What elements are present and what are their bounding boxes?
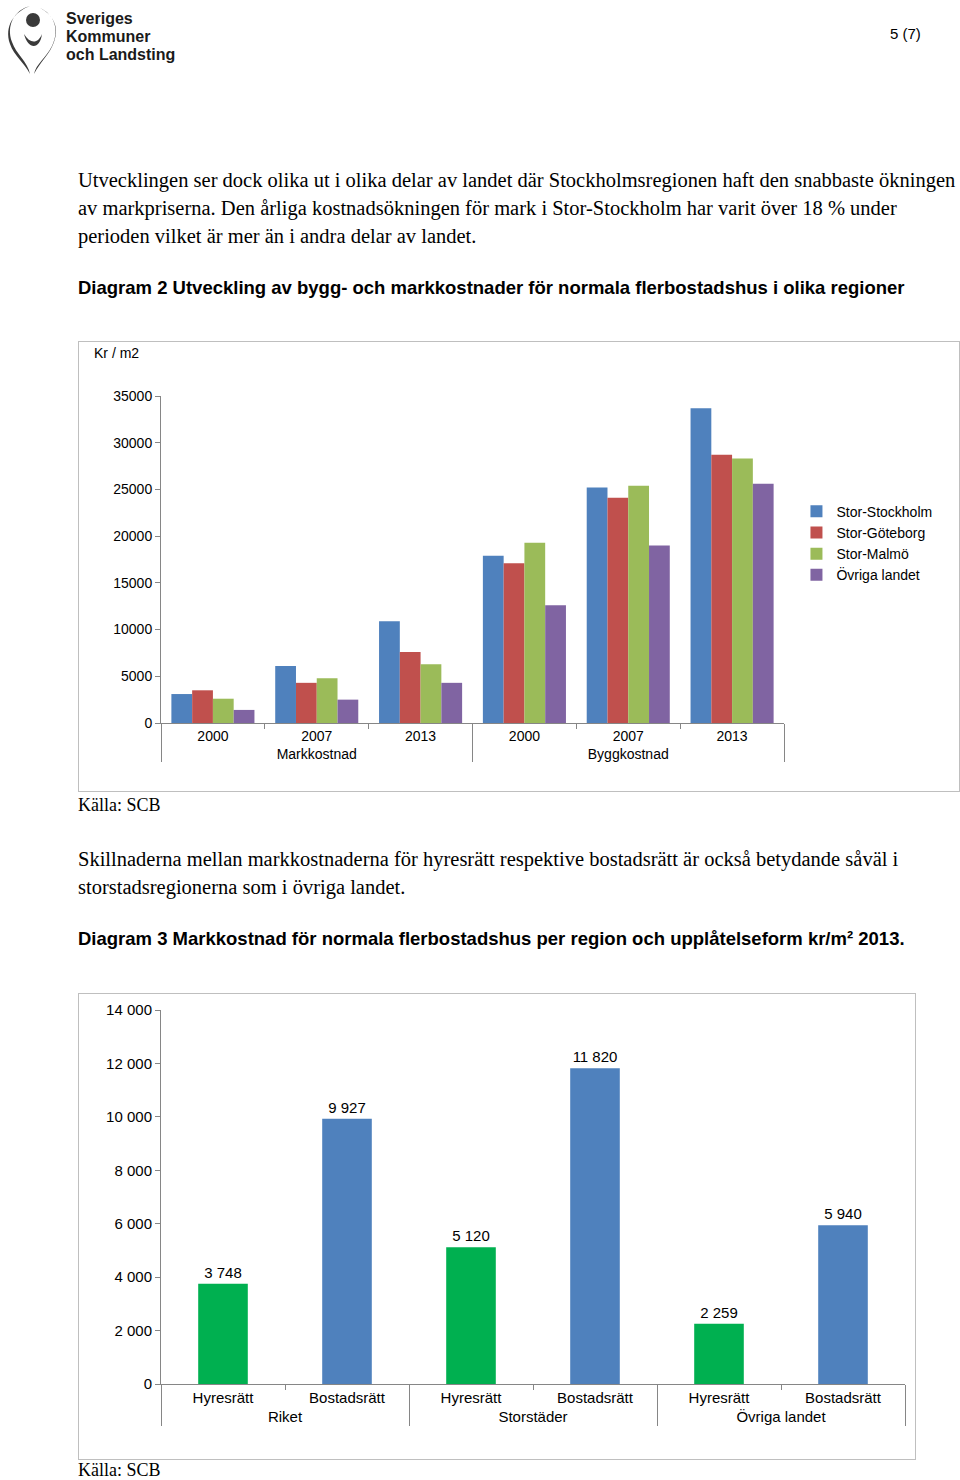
svg-text:5 120: 5 120 <box>452 1227 490 1244</box>
html-text:Utvecklingen ser dock olika ut: Utvecklingen ser dock olika ut i olika d… <box>78 169 956 247</box>
svg-text:5 940: 5 940 <box>824 1205 862 1222</box>
html-text:Sveriges: Sveriges <box>66 10 133 27</box>
svg-text:Stor-Stockholm: Stor-Stockholm <box>836 504 932 520</box>
svg-text:2 259: 2 259 <box>700 1304 738 1321</box>
svg-text:20000: 20000 <box>113 528 152 544</box>
svg-text:Hyresrätt: Hyresrätt <box>441 1389 503 1406</box>
html-text:5 (7): 5 (7) <box>890 25 921 42</box>
svg-text:10 000: 10 000 <box>106 1108 152 1125</box>
svg-text:2000: 2000 <box>197 728 228 744</box>
svg-text:Stor-Malmö: Stor-Malmö <box>836 546 909 562</box>
svg-text:8 000: 8 000 <box>114 1162 152 1179</box>
svg-text:Hyresrätt: Hyresrätt <box>689 1389 751 1406</box>
svg-text:10000: 10000 <box>113 621 152 637</box>
svg-text:2007: 2007 <box>301 728 332 744</box>
html-text:Kommuner: Kommuner <box>66 28 151 45</box>
svg-text:11 820: 11 820 <box>573 1048 618 1065</box>
svg-text:Stor-Göteborg: Stor-Göteborg <box>836 525 925 541</box>
svg-text:2000: 2000 <box>509 728 540 744</box>
svg-text:35000: 35000 <box>113 388 152 404</box>
svg-text:12 000: 12 000 <box>106 1055 152 1072</box>
svg-text:14 000: 14 000 <box>106 1001 152 1018</box>
svg-text:Kr / m2: Kr / m2 <box>94 345 139 361</box>
svg-text:Bostadsrätt: Bostadsrätt <box>805 1389 882 1406</box>
html-text:Diagram 3 Markkostnad för norm: Diagram 3 Markkostnad för normala flerbo… <box>78 928 905 949</box>
svg-text:Byggkostnad: Byggkostnad <box>588 746 669 762</box>
svg-text:2013: 2013 <box>405 728 436 744</box>
svg-text:Bostadsrätt: Bostadsrätt <box>309 1389 386 1406</box>
svg-text:Övriga landet: Övriga landet <box>736 1408 826 1425</box>
svg-text:Övriga landet: Övriga landet <box>836 566 919 583</box>
svg-text:Storstäder: Storstäder <box>498 1408 567 1425</box>
svg-text:2 000: 2 000 <box>114 1322 152 1339</box>
svg-text:3 748: 3 748 <box>204 1264 242 1281</box>
svg-text:25000: 25000 <box>113 481 152 497</box>
svg-text:5000: 5000 <box>121 668 152 684</box>
html-text:Skillnaderna mellan markkostna: Skillnaderna mellan markkostnaderna för … <box>78 848 899 898</box>
html-text:Källa: SCB: Källa: SCB <box>78 1460 161 1480</box>
html-text:Källa: SCB: Källa: SCB <box>78 795 161 815</box>
svg-text:2013: 2013 <box>717 728 748 744</box>
svg-text:0: 0 <box>144 1375 152 1392</box>
svg-text:2007: 2007 <box>613 728 644 744</box>
svg-text:6 000: 6 000 <box>114 1215 152 1232</box>
svg-text:30000: 30000 <box>113 435 152 451</box>
svg-text:9 927: 9 927 <box>328 1099 366 1116</box>
html-text:och Landsting: och Landsting <box>66 46 176 63</box>
svg-text:15000: 15000 <box>113 575 152 591</box>
html-text:Diagram 2 Utveckling av bygg-: Diagram 2 Utveckling av bygg- och markko… <box>78 277 905 298</box>
svg-text:4 000: 4 000 <box>114 1268 152 1285</box>
svg-text:Markkostnad: Markkostnad <box>277 746 357 762</box>
svg-text:Bostadsrätt: Bostadsrätt <box>557 1389 634 1406</box>
svg-text:Hyresrätt: Hyresrätt <box>193 1389 255 1406</box>
svg-text:Riket: Riket <box>268 1408 303 1425</box>
svg-text:0: 0 <box>144 715 152 731</box>
